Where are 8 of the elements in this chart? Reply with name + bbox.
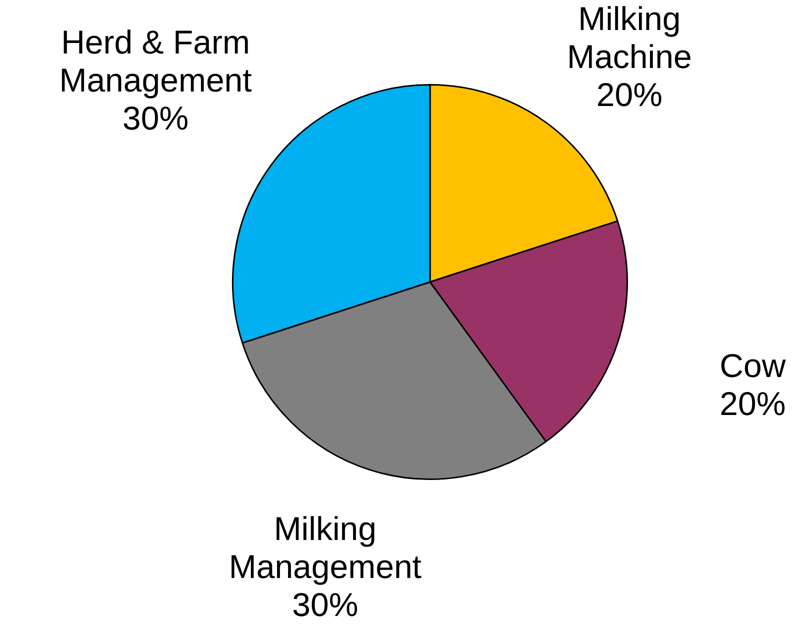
data-label: 30% bbox=[122, 100, 189, 137]
data-label: 20% bbox=[720, 384, 786, 422]
slice-label: Cow bbox=[720, 346, 786, 384]
slice-label: Milking Management bbox=[228, 510, 422, 586]
data-label: 30% bbox=[292, 586, 358, 624]
slice-label: Milking Machine bbox=[567, 0, 692, 76]
slice-label: Herd & Farm Management bbox=[59, 24, 252, 99]
data-label: 20% bbox=[596, 76, 662, 114]
